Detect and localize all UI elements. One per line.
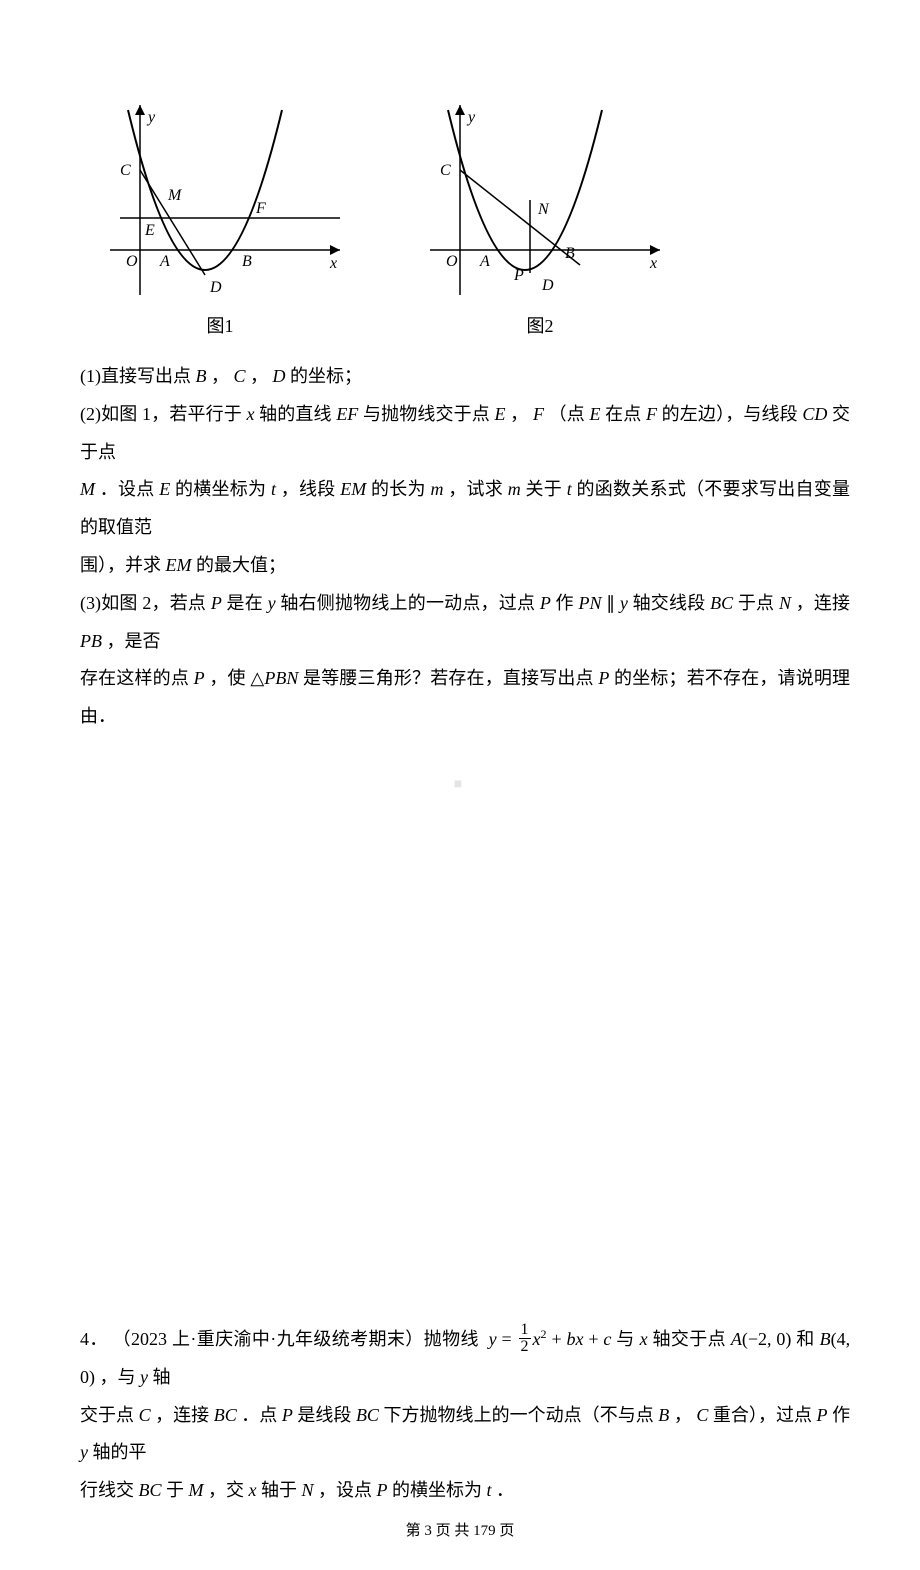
fig2-label-B: B	[565, 245, 575, 262]
fig2-label-A: A	[479, 253, 490, 270]
fraction-one-half: 1 2	[519, 1322, 531, 1355]
fig2-label-D: D	[541, 277, 554, 294]
question-4: 4． （2023 上·重庆渝中·九年级统考期末）抛物线 y = 1 2 x2 +…	[80, 1321, 850, 1510]
fig1-label-M: M	[167, 187, 183, 204]
fig1-y-axis-label: y	[146, 109, 156, 126]
fig1-label-E: E	[144, 222, 155, 239]
fig1-label-A: A	[159, 253, 170, 270]
q4-number: 4．	[80, 1329, 108, 1349]
fig1-label-C: C	[120, 162, 131, 179]
fig2-label-C: C	[440, 162, 451, 179]
q4-line3: 行线交 BC 于 M ，交 x 轴于 N ，设点 P 的横坐标为 t ．	[80, 1472, 850, 1510]
fig1-label-D: D	[209, 279, 222, 296]
figure-2: x y O A B C D N P 图2	[410, 100, 670, 338]
watermark: ■	[454, 777, 466, 793]
fig1-label-F: F	[255, 200, 266, 217]
fig2-label-N: N	[537, 201, 550, 218]
fig2-label-P: P	[513, 267, 524, 284]
fig2-y-axis-label: y	[466, 109, 476, 126]
q3-part2-line1: (2)如图 1，若平行于 x 轴的直线 EF 与抛物线交于点 E ， F （点 …	[80, 396, 850, 472]
page: x y O A B C D E F M 图1	[0, 0, 920, 1570]
q3-part2-line2: M ．设点 E 的横坐标为 t ，线段 EM 的长为 m ，试求 m 关于 t …	[80, 471, 850, 547]
fig1-label-B: B	[242, 253, 252, 270]
q4-source: （2023 上·重庆渝中·九年级统考期末）	[113, 1329, 424, 1349]
page-footer: 第 3 页 共 179 页	[0, 1519, 920, 1540]
q3-part3-line2: 存在这样的点 P ，使 △PBN 是等腰三角形？若存在，直接写出点 P 的坐标；…	[80, 660, 850, 736]
figure-1: x y O A B C D E F M 图1	[90, 100, 350, 338]
q3-part3-line1: (3)如图 2，若点 P 是在 y 轴右侧抛物线上的一动点，过点 P 作 PN …	[80, 585, 850, 661]
q3-part2-line3: 围），并求 EM 的最大值；	[80, 547, 850, 585]
figure-1-svg: x y O A B C D E F M	[90, 100, 350, 310]
q4-line1: 4． （2023 上·重庆渝中·九年级统考期末）抛物线 y = 1 2 x2 +…	[80, 1321, 850, 1397]
fig1-label-O: O	[126, 253, 138, 270]
fig1-x-axis-label: x	[329, 255, 337, 272]
q4-line2: 交于点 C ，连接 BC ．点 P 是线段 BC 下方抛物线上的一个动点（不与点…	[80, 1397, 850, 1473]
figure-2-caption: 图2	[527, 312, 554, 338]
q3-part1: (1)直接写出点 B ， C ， D 的坐标；	[80, 358, 850, 396]
figures-row: x y O A B C D E F M 图1	[90, 100, 850, 338]
fig2-x-axis-label: x	[649, 255, 657, 272]
figure-2-svg: x y O A B C D N P	[410, 100, 670, 310]
figure-1-caption: 图1	[207, 312, 234, 338]
fig2-label-O: O	[446, 253, 458, 270]
